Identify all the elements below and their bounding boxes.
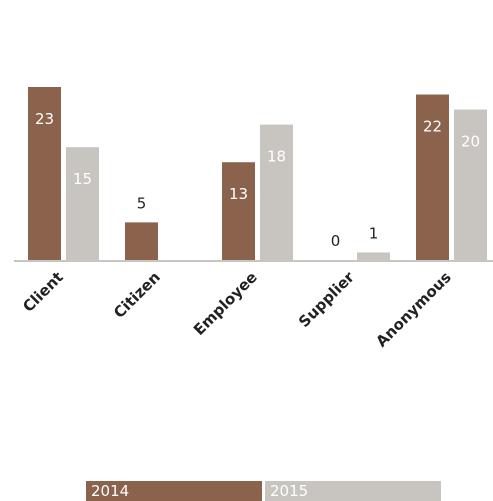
bars-group — [28, 87, 487, 261]
value-label-employee-2014: 13 — [229, 185, 248, 203]
category-label-client: Client — [19, 268, 67, 316]
bar-employee-2014 — [222, 162, 255, 260]
value-label-client-2015: 15 — [73, 170, 92, 188]
legend-item-2014: 2014 — [86, 481, 262, 501]
category-label-citizen: Citizen — [110, 268, 164, 322]
bar-anonymous-2014 — [416, 94, 449, 261]
value-label-anonymous-2014: 22 — [423, 118, 442, 136]
category-label-anonymous: Anonymous — [372, 268, 454, 350]
bar-anonymous-2015 — [454, 109, 487, 260]
value-label-employee-2015: 18 — [267, 148, 286, 166]
value-label-citizen-2014: 5 — [137, 194, 147, 212]
bar-client-2015 — [66, 147, 99, 260]
bar-supplier-2015 — [357, 252, 390, 260]
value-label-anonymous-2015: 20 — [461, 133, 480, 151]
bar-citizen-2014 — [125, 222, 158, 260]
value-label-client-2014: 23 — [35, 110, 54, 128]
value-label-supplier-2015: 1 — [369, 224, 379, 242]
category-label-supplier: Supplier — [295, 268, 358, 331]
category-label-employee: Employee — [190, 268, 261, 339]
value-label-supplier-2014: 0 — [331, 232, 341, 250]
bar-client-2014 — [28, 87, 61, 260]
legend-label-2015: 2015 — [270, 482, 309, 500]
bar-employee-2015 — [260, 124, 293, 260]
legend-item-2015: 2015 — [265, 481, 441, 501]
legend-label-2014: 2014 — [91, 482, 130, 500]
